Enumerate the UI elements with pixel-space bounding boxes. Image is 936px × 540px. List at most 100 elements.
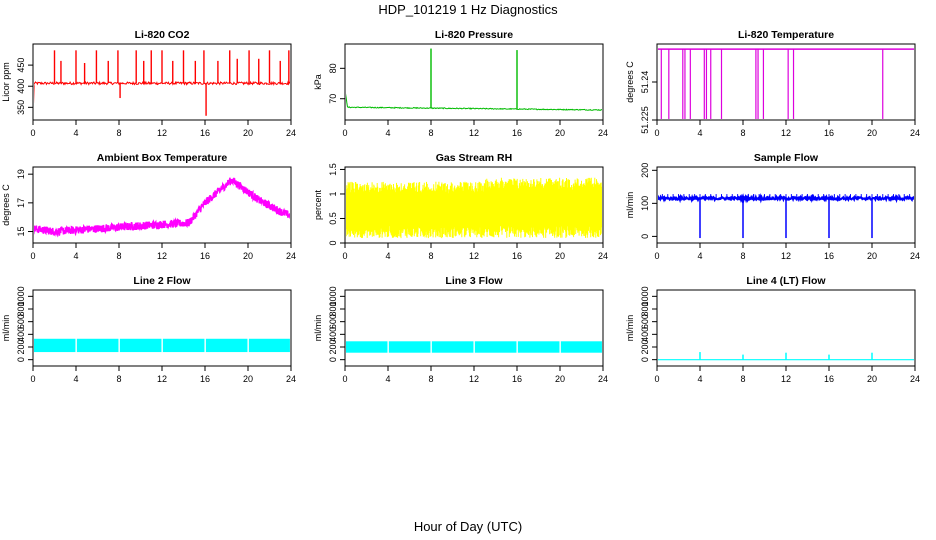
x-tick-label: 16 — [824, 251, 834, 261]
y-tick-label: 1 — [328, 191, 338, 196]
x-tick-label: 20 — [243, 251, 253, 261]
y-axis-label: ml/min — [625, 192, 635, 219]
chart-panel-9: Line 4 (LT) Flow ml/min 0 4 8 12 16 20 24 0 200400… — [625, 275, 920, 384]
y-tick-label: 600 — [16, 314, 26, 329]
chart-panel-7: Line 2 Flow ml/min 0 4 8 12 16 20 24 0 20040060080… — [1, 275, 296, 384]
y-tick-label: 1000 — [640, 286, 650, 306]
x-tick-label: 12 — [781, 374, 791, 384]
series-line — [346, 93, 602, 111]
flow-band — [76, 338, 119, 353]
x-tick-label: 12 — [469, 374, 479, 384]
x-tick-label: 24 — [910, 128, 920, 138]
x-tick-label: 4 — [697, 128, 702, 138]
y-tick-label: 1000 — [16, 286, 26, 306]
x-tick-label: 4 — [697, 374, 702, 384]
series-group — [34, 177, 290, 238]
y-tick-label: 200 — [16, 339, 26, 354]
y-axis-label: ml/min — [625, 315, 635, 342]
x-tick-label: 0 — [342, 128, 347, 138]
y-tick-label: 600 — [640, 314, 650, 329]
x-tick-label: 20 — [555, 251, 565, 261]
y-tick-label: 1000 — [328, 286, 338, 306]
y-tick-label: 450 — [16, 58, 26, 73]
y-tick-label: 400 — [16, 79, 26, 94]
series-group — [346, 341, 602, 353]
y-tick-label: 0 — [640, 357, 650, 362]
chart-panel-6: Sample Flow ml/min 0 4 8 12 16 20 24 0 100 200 — [625, 152, 920, 261]
y-axis-label: ml/min — [1, 315, 11, 342]
y-tick-label: 0 — [328, 357, 338, 362]
x-tick-label: 20 — [555, 374, 565, 384]
y-tick-label: 800 — [16, 301, 26, 316]
y-tick-label: 400 — [16, 327, 26, 342]
x-tick-label: 8 — [740, 128, 745, 138]
series-group — [346, 48, 602, 111]
panel-title: Li-820 Temperature — [738, 29, 834, 41]
x-tick-label: 20 — [867, 374, 877, 384]
flow-band — [205, 338, 248, 353]
series-group — [34, 338, 290, 353]
figure-xlabel: Hour of Day (UTC) — [414, 519, 522, 534]
series-group — [658, 193, 914, 239]
x-tick-label: 24 — [286, 128, 296, 138]
y-tick-label: 15 — [16, 227, 26, 237]
chart-panel-3: Li-820 Temperature degrees C 0 4 8 12 16 20 24 51… — [625, 29, 920, 138]
x-tick-label: 12 — [781, 128, 791, 138]
y-tick-label: 400 — [640, 327, 650, 342]
x-tick-label: 20 — [555, 128, 565, 138]
x-tick-label: 24 — [286, 251, 296, 261]
x-tick-label: 8 — [116, 374, 121, 384]
x-tick-label: 4 — [385, 251, 390, 261]
x-tick-label: 12 — [157, 251, 167, 261]
y-tick-label: 0 — [640, 234, 650, 239]
y-tick-label: 0 — [328, 240, 338, 245]
plot-frame — [656, 43, 916, 121]
y-tick-label: 51.24 — [640, 71, 650, 94]
x-tick-label: 0 — [30, 128, 35, 138]
series-group — [346, 177, 602, 239]
x-tick-label: 4 — [73, 251, 78, 261]
y-tick-label: 0 — [16, 357, 26, 362]
x-tick-label: 8 — [428, 251, 433, 261]
flow-band — [517, 341, 560, 353]
y-tick-label: 51.225 — [640, 106, 650, 134]
chart-panel-5: Gas Stream RH percent 0 4 8 12 16 20 24 0 0.5 1 1.5 — [313, 152, 608, 261]
series-line — [34, 177, 290, 238]
plot-frame — [32, 289, 292, 367]
series-group — [34, 50, 290, 116]
x-tick-label: 8 — [116, 128, 121, 138]
x-tick-label: 16 — [200, 251, 210, 261]
plot-frame — [344, 289, 604, 367]
y-axis-label: percent — [313, 189, 323, 220]
x-tick-label: 4 — [385, 128, 390, 138]
x-tick-label: 12 — [157, 128, 167, 138]
x-tick-label: 8 — [116, 251, 121, 261]
y-tick-label: 800 — [328, 301, 338, 316]
panel-title: Sample Flow — [754, 152, 819, 164]
x-tick-label: 24 — [598, 128, 608, 138]
x-tick-label: 16 — [512, 251, 522, 261]
y-tick-label: 17 — [16, 198, 26, 208]
panel-title: Li-820 CO2 — [135, 29, 190, 41]
flow-band — [248, 338, 290, 353]
x-tick-label: 16 — [200, 128, 210, 138]
x-tick-label: 12 — [781, 251, 791, 261]
y-axis-label: ml/min — [313, 315, 323, 342]
x-tick-label: 24 — [598, 374, 608, 384]
chart-panel-8: Line 3 Flow ml/min 0 4 8 12 16 20 24 0 20040060080… — [313, 275, 608, 384]
flow-band — [119, 338, 162, 353]
series-line — [34, 80, 290, 104]
flow-band — [560, 341, 602, 353]
figure-title: HDP_101219 1 Hz Diagnostics — [378, 2, 558, 17]
y-tick-label: 0.5 — [328, 212, 338, 225]
y-tick-label: 200 — [640, 339, 650, 354]
x-tick-label: 24 — [910, 374, 920, 384]
flow-band — [34, 338, 76, 353]
x-tick-label: 0 — [654, 251, 659, 261]
y-axis-label: kPa — [313, 74, 323, 90]
panel-title: Ambient Box Temperature — [97, 152, 228, 164]
panel-title: Line 3 Flow — [445, 275, 503, 287]
x-tick-label: 20 — [867, 251, 877, 261]
